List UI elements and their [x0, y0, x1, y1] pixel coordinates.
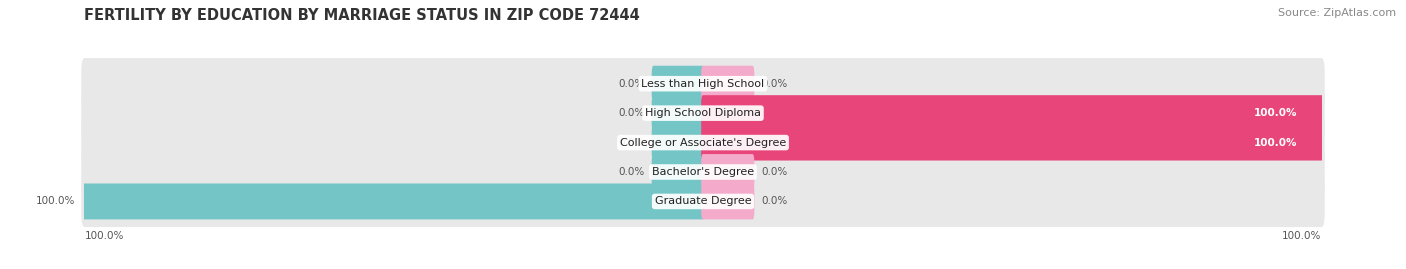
- FancyBboxPatch shape: [702, 125, 1323, 161]
- Text: 100.0%: 100.0%: [84, 231, 124, 241]
- FancyBboxPatch shape: [82, 87, 1324, 139]
- Text: Bachelor's Degree: Bachelor's Degree: [652, 167, 754, 177]
- FancyBboxPatch shape: [702, 66, 755, 102]
- Text: 0.0%: 0.0%: [619, 79, 644, 89]
- Text: FERTILITY BY EDUCATION BY MARRIAGE STATUS IN ZIP CODE 72444: FERTILITY BY EDUCATION BY MARRIAGE STATU…: [84, 8, 640, 23]
- FancyBboxPatch shape: [82, 176, 1324, 227]
- Text: 0.0%: 0.0%: [619, 167, 644, 177]
- Text: 0.0%: 0.0%: [762, 79, 787, 89]
- Text: 0.0%: 0.0%: [619, 137, 644, 148]
- FancyBboxPatch shape: [651, 66, 704, 102]
- FancyBboxPatch shape: [651, 95, 704, 131]
- FancyBboxPatch shape: [651, 125, 704, 161]
- Text: 0.0%: 0.0%: [762, 167, 787, 177]
- Text: 0.0%: 0.0%: [762, 196, 787, 206]
- FancyBboxPatch shape: [702, 183, 755, 220]
- FancyBboxPatch shape: [82, 58, 1324, 109]
- Text: 100.0%: 100.0%: [1282, 231, 1322, 241]
- FancyBboxPatch shape: [651, 154, 704, 190]
- FancyBboxPatch shape: [82, 146, 1324, 198]
- Text: Graduate Degree: Graduate Degree: [655, 196, 751, 206]
- FancyBboxPatch shape: [82, 117, 1324, 168]
- Text: College or Associate's Degree: College or Associate's Degree: [620, 137, 786, 148]
- Text: 100.0%: 100.0%: [35, 196, 75, 206]
- FancyBboxPatch shape: [702, 154, 755, 190]
- Text: 100.0%: 100.0%: [1253, 137, 1296, 148]
- Text: High School Diploma: High School Diploma: [645, 108, 761, 118]
- Text: 100.0%: 100.0%: [1253, 108, 1296, 118]
- FancyBboxPatch shape: [702, 95, 1323, 131]
- Text: 0.0%: 0.0%: [619, 108, 644, 118]
- FancyBboxPatch shape: [83, 183, 704, 220]
- Text: Source: ZipAtlas.com: Source: ZipAtlas.com: [1278, 8, 1396, 18]
- Text: Less than High School: Less than High School: [641, 79, 765, 89]
